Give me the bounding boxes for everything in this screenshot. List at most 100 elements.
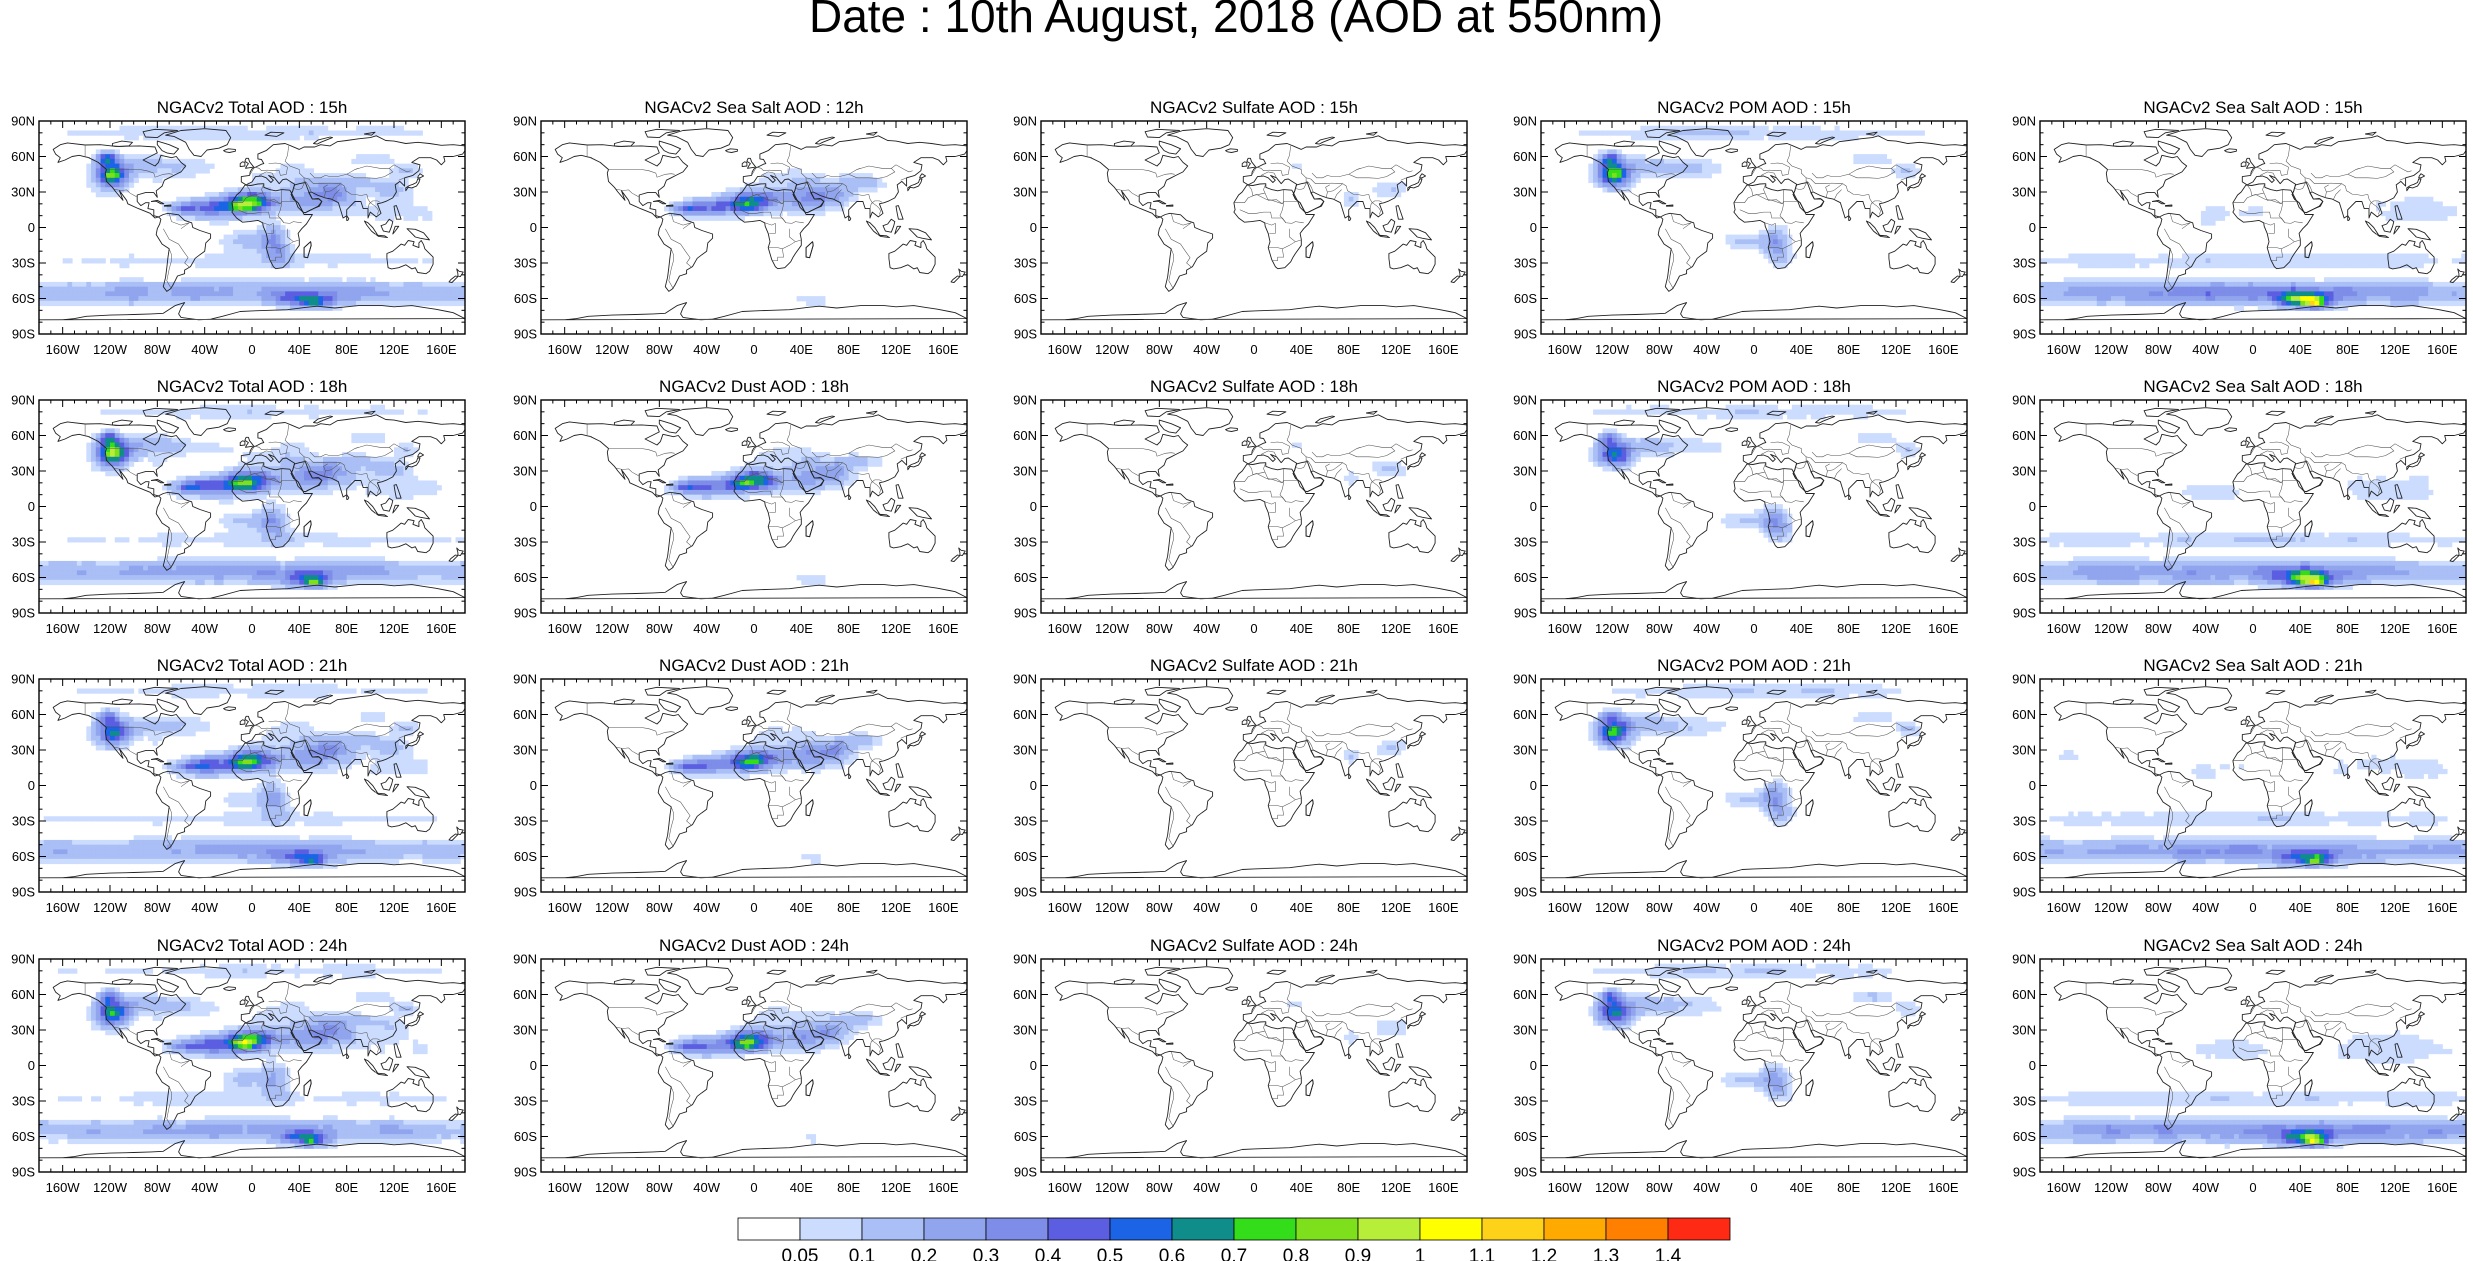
x-tick-label: 80E xyxy=(1337,342,1360,357)
aod-cell xyxy=(223,466,229,472)
aod-cell xyxy=(171,130,177,136)
coastline-iceland xyxy=(1225,148,1238,153)
aod-cell xyxy=(1664,163,1670,169)
aod-cell xyxy=(834,192,840,198)
aod-cell xyxy=(2096,277,2103,283)
aod-cell xyxy=(318,485,324,491)
aod-cell xyxy=(815,206,821,212)
aod-cell xyxy=(195,447,201,453)
aod-cell xyxy=(692,215,698,221)
aod-cell xyxy=(365,461,371,467)
aod-cell xyxy=(190,447,196,453)
aod-cell xyxy=(446,300,452,307)
aod-cell xyxy=(2096,286,2103,292)
aod-cell xyxy=(128,281,135,288)
aod-cell xyxy=(275,229,281,236)
aod-cell xyxy=(2082,253,2088,259)
aod-cell xyxy=(199,409,206,415)
aod-cell xyxy=(266,527,272,534)
aod-cell xyxy=(2253,296,2259,302)
aod-cell xyxy=(2328,263,2334,269)
aod-cell xyxy=(720,215,727,221)
y-tick-label: 90S xyxy=(12,327,35,342)
aod-cell xyxy=(323,300,329,307)
aod-cell xyxy=(1597,163,1604,169)
aod-cell xyxy=(2063,291,2069,297)
aod-cell xyxy=(299,168,305,174)
aod-cell xyxy=(1649,130,1656,136)
aod-cell xyxy=(2205,291,2211,297)
aod-cell xyxy=(285,532,291,538)
aod-cell xyxy=(2092,277,2098,283)
aod-cell xyxy=(323,291,329,297)
aod-cell xyxy=(266,404,272,410)
aod-cell xyxy=(91,158,97,165)
aod-cell xyxy=(2115,281,2121,288)
y-tick-label: 30S xyxy=(2013,256,2036,271)
aod-cell xyxy=(228,466,234,472)
aod-cell xyxy=(2238,258,2245,264)
aod-cell xyxy=(365,281,371,288)
aod-cell xyxy=(806,192,812,198)
aod-cell xyxy=(1697,135,1703,141)
aod-cell xyxy=(152,461,158,467)
coastline-iceland xyxy=(2224,148,2237,153)
coastline-sriLanka xyxy=(2347,215,2351,221)
aod-cell xyxy=(313,414,319,420)
aod-cell xyxy=(365,253,371,259)
aod-cell xyxy=(853,173,859,179)
aod-cell xyxy=(223,281,229,288)
aod-cell xyxy=(100,291,106,297)
aod-cell xyxy=(95,177,102,184)
aod-cell xyxy=(2342,258,2349,264)
aod-cell xyxy=(389,286,395,292)
aod-cell xyxy=(1768,234,1774,240)
aod-cell xyxy=(2196,300,2202,307)
coastline-japan xyxy=(907,178,923,192)
country-border xyxy=(764,222,776,234)
aod-cell xyxy=(403,177,409,184)
aod-cell xyxy=(95,158,102,165)
aod-cell xyxy=(2338,296,2344,302)
aod-cell xyxy=(2390,258,2396,264)
aod-cell xyxy=(143,154,149,160)
y-tick-label: 0 xyxy=(2029,220,2036,235)
aod-cell xyxy=(166,437,173,444)
coastline-baffin xyxy=(156,140,180,155)
aod-cell xyxy=(152,300,158,307)
aod-cell xyxy=(252,518,258,524)
aod-cell xyxy=(247,229,253,236)
aod-cell xyxy=(810,296,817,302)
aod-cell xyxy=(223,286,229,292)
aod-cell xyxy=(2276,286,2282,292)
aod-cell xyxy=(1645,125,1651,131)
aod-cell xyxy=(308,125,315,131)
aod-cell xyxy=(143,130,149,136)
aod-cell xyxy=(1687,168,1693,174)
aod-cell xyxy=(2395,258,2401,264)
aod-cell xyxy=(2267,263,2273,269)
aod-cell xyxy=(237,480,244,486)
aod-cell xyxy=(1678,173,1684,179)
aod-cell xyxy=(346,206,352,212)
aod-cell xyxy=(308,258,315,264)
aod-cell xyxy=(389,485,395,491)
aod-cell xyxy=(57,281,64,288)
coastline-arabiaFix xyxy=(2291,182,2324,214)
aod-cell xyxy=(2215,286,2221,292)
aod-cell xyxy=(2215,296,2221,302)
aod-cell xyxy=(697,206,703,212)
aod-cell xyxy=(252,253,258,259)
aod-cell xyxy=(360,182,367,188)
aod-cell xyxy=(252,187,258,193)
aod-cell xyxy=(270,277,277,283)
aod-cell xyxy=(2248,300,2254,307)
aod-cell xyxy=(228,130,234,136)
aod-cell xyxy=(2229,263,2235,269)
aod-cell xyxy=(379,480,386,486)
aod-cell xyxy=(233,480,239,486)
aod-cell xyxy=(1777,258,1783,264)
aod-cell xyxy=(1697,168,1703,174)
aod-cell xyxy=(1772,239,1779,245)
aod-cell xyxy=(223,253,229,259)
